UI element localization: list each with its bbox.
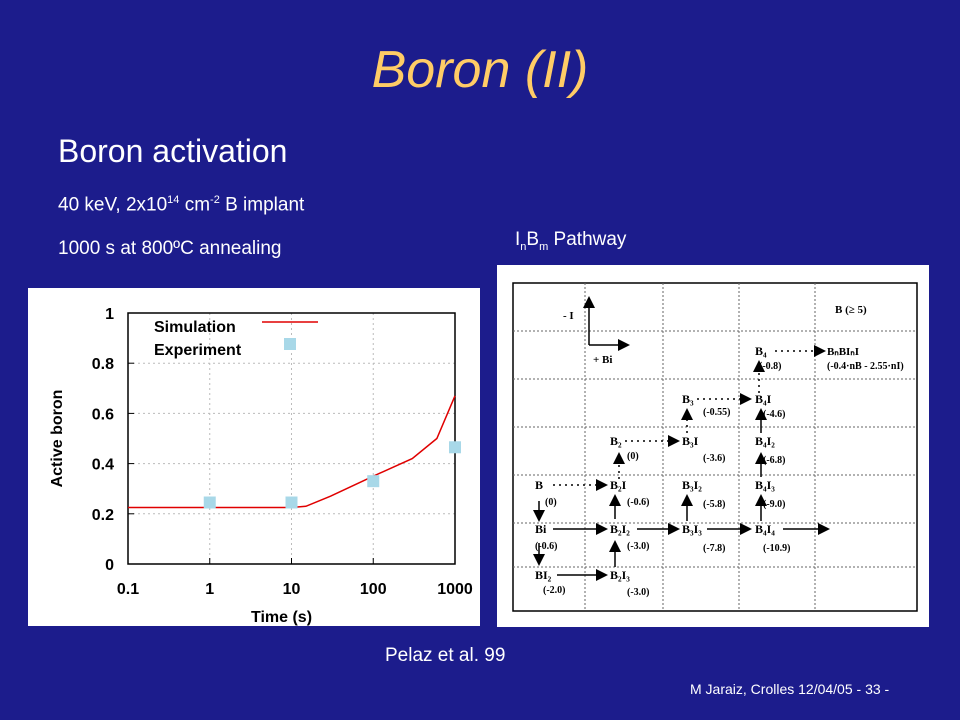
energy-b4: (-0.8) [759, 361, 782, 372]
node-b4: B₄ [755, 344, 767, 358]
energy-b3: (-0.55) [703, 407, 731, 418]
node-b3: B₃ [682, 392, 694, 406]
energy-b2i2: (-3.0) [627, 541, 650, 552]
energy-b3i: (-3.6) [703, 453, 726, 464]
energy-b4i2: (-6.8) [763, 455, 786, 466]
node-b3i2: B₃I₂ [682, 478, 702, 492]
node-bi2: BI₂ [535, 568, 552, 582]
x-tick-label: 1 [205, 581, 214, 598]
experiment-point [285, 496, 298, 509]
node-b2i2: B₂I₂ [610, 522, 630, 536]
energy-b4i3: (-9.0) [763, 499, 786, 510]
diagram-frame [512, 282, 918, 612]
energy-bi2: (-2.0) [543, 585, 566, 596]
node-b2i3: B₂I₃ [610, 568, 630, 582]
energy-b4i4: (-10.9) [763, 543, 791, 554]
node-b2i: B₂I [610, 478, 627, 492]
node-bnbi: BₙBIₙI [827, 346, 859, 358]
implant-conditions: 40 keV, 2x1014 cm-2 B implant [58, 194, 305, 216]
pathway-label: InBm Pathway [515, 229, 627, 253]
energy-bi: (-0.6) [535, 541, 558, 552]
x-axis-label: Time (s) [251, 609, 312, 626]
y-tick-label: 1 [105, 306, 114, 323]
node-b3i3: B₃I₃ [682, 522, 702, 536]
y-tick-label: 0 [105, 557, 114, 574]
anneal-conditions: 1000 s at 800ºC annealing [58, 238, 282, 259]
node-bi: Bi [535, 522, 547, 536]
node-b3i: B₃I [682, 434, 699, 448]
activation-chart: 0.1 1 10 100 1000 0 0.2 0.4 0.6 0.8 1 Time (s) Activ… [28, 288, 480, 626]
slide-subtitle: Boron activation [58, 133, 288, 169]
y-tick-label: 0.4 [92, 457, 114, 474]
diagram-svg: B₄ (-0.8) BₙBIₙI (-0.4·nB - 2.55·nI) B₃ (-0.5… [512, 282, 918, 612]
node-b2: B₂ [610, 434, 622, 448]
pathway-diagram: B₄ (-0.8) BₙBIₙI (-0.4·nB - 2.55·nI) B₃ (-0.5… [497, 265, 929, 627]
legend-experiment-swatch [284, 338, 296, 350]
axis-up-label: - I [563, 310, 574, 322]
energy-b4i: (-4.6) [763, 409, 786, 420]
energy-b2: (0) [627, 451, 639, 462]
y-tick-label: 0.8 [92, 356, 114, 373]
y-axis-label: Active boron [49, 390, 66, 488]
experiment-point [367, 475, 380, 488]
experiment-point [449, 441, 461, 454]
y-tick-label: 0.2 [92, 507, 114, 524]
footer: M Jaraiz, Crolles 12/04/05 - 33 - [690, 681, 890, 697]
corner-label: B (≥ 5) [835, 304, 867, 316]
legend-simulation-label: Simulation [154, 319, 236, 336]
chart-svg: 0.1 1 10 100 1000 0 0.2 0.4 0.6 0.8 1 Time (s) Activ… [49, 306, 473, 626]
x-tick-label: 100 [360, 581, 387, 598]
simulation-line [128, 395, 456, 509]
node-b: B [535, 478, 543, 492]
energy-bnbi: (-0.4·nB - 2.55·nI) [827, 361, 904, 372]
citation: Pelaz et al. 99 [385, 645, 506, 666]
y-tick-label: 0.6 [92, 406, 114, 423]
legend-experiment-label: Experiment [154, 342, 242, 359]
energy-b: (0) [545, 497, 557, 508]
x-tick-label: 10 [283, 581, 301, 598]
energy-b3i2: (-5.8) [703, 499, 726, 510]
energy-b3i3: (-7.8) [703, 543, 726, 554]
x-tick-label: 1000 [437, 581, 473, 598]
slide-title: Boron (II) [371, 41, 589, 99]
axis-right-label: + Bi [593, 354, 612, 366]
energy-b2i3: (-3.0) [627, 587, 650, 598]
node-b4i2: B₄I₂ [755, 434, 775, 448]
node-b4i: B₄I [755, 392, 772, 406]
experiment-point [203, 496, 216, 509]
x-tick-label: 0.1 [117, 581, 139, 598]
node-b4i4: B₄I₄ [755, 522, 775, 536]
energy-b2i: (-0.6) [627, 497, 650, 508]
node-b4i3: B₄I₃ [755, 478, 775, 492]
